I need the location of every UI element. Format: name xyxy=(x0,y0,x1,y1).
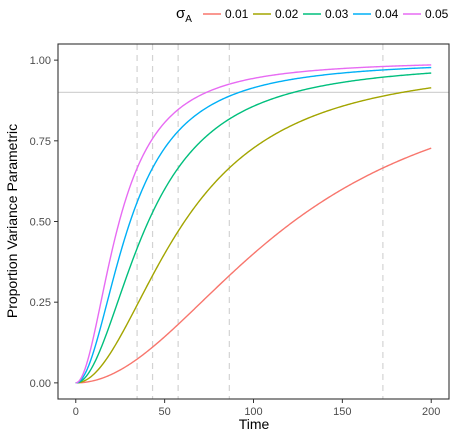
y-tick-label: 0.25 xyxy=(30,297,51,309)
legend-label-0-03: 0.03 xyxy=(325,7,349,21)
legend-label-0-04: 0.04 xyxy=(375,7,399,21)
legend: σA 0.01 0.02 0.03 0.04 0.05 xyxy=(176,5,449,25)
axes: 0 50 100 150 200 0.00 0.25 0.50 0.75 1.00 xyxy=(30,43,450,418)
x-tick-label: 200 xyxy=(422,406,440,418)
panel-border xyxy=(57,43,450,400)
legend-label-0-05: 0.05 xyxy=(425,7,449,21)
legend-label-0-01: 0.01 xyxy=(225,7,249,21)
y-tick-label: 0.75 xyxy=(30,136,51,148)
x-axis-title: Time xyxy=(239,416,270,432)
x-tick-label: 0 xyxy=(73,406,79,418)
legend-label-0-02: 0.02 xyxy=(275,7,299,21)
legend-title-subscript: A xyxy=(185,14,192,25)
series-line-0-03 xyxy=(75,72,432,384)
y-tick-label: 1.00 xyxy=(30,55,51,67)
y-axis-title: Proportion Variance Parametric xyxy=(4,124,20,318)
legend-title-symbol: σ xyxy=(176,5,186,22)
x-tick-label: 100 xyxy=(244,406,262,418)
y-tick-label: 0.00 xyxy=(30,378,51,390)
series-line-0-05 xyxy=(75,64,432,384)
series-line-0-02 xyxy=(75,87,432,384)
x-tick-label: 50 xyxy=(159,406,171,418)
plot-area xyxy=(58,44,449,399)
series-line-0-01 xyxy=(75,147,432,384)
legend-title: σA xyxy=(176,5,192,25)
y-tick-label: 0.50 xyxy=(30,217,51,229)
series-line-0-04 xyxy=(75,66,432,384)
x-tick-label: 150 xyxy=(333,406,351,418)
